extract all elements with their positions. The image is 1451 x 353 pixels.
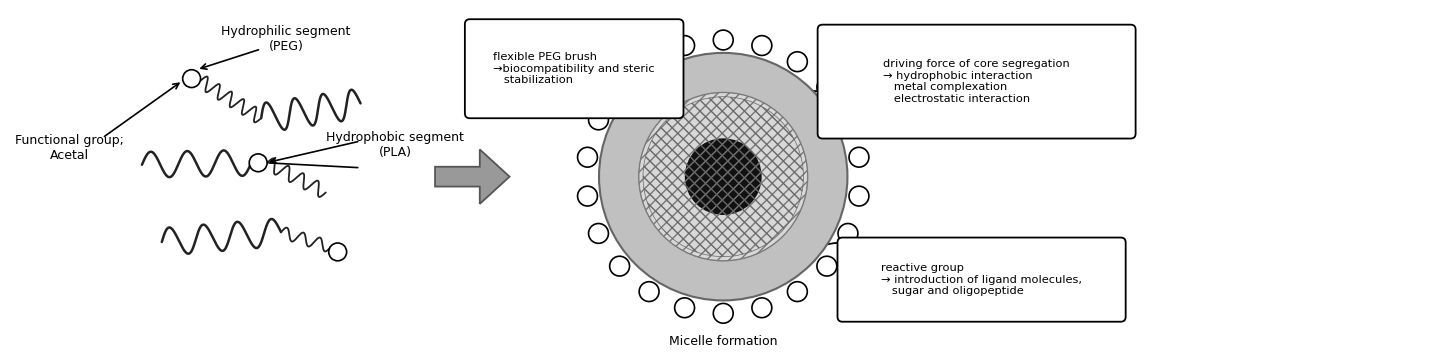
Circle shape [577, 186, 598, 206]
Text: flexible PEG brush
→biocompatibility and steric
   stabilization: flexible PEG brush →biocompatibility and… [493, 52, 654, 85]
FancyBboxPatch shape [837, 238, 1126, 322]
Ellipse shape [599, 53, 847, 300]
Circle shape [839, 110, 858, 130]
Circle shape [250, 154, 267, 172]
Polygon shape [435, 149, 509, 204]
Ellipse shape [638, 92, 808, 261]
Circle shape [714, 30, 733, 50]
Text: reactive group
→ introduction of ligand molecules,
   sugar and oligopeptide: reactive group → introduction of ligand … [881, 263, 1082, 296]
Circle shape [714, 303, 733, 323]
Circle shape [752, 36, 772, 55]
Ellipse shape [685, 139, 760, 214]
Circle shape [589, 223, 608, 243]
Circle shape [638, 282, 659, 301]
Text: Hydrophilic segment
(PEG): Hydrophilic segment (PEG) [222, 25, 351, 53]
Circle shape [817, 256, 837, 276]
Circle shape [609, 256, 630, 276]
Circle shape [589, 110, 608, 130]
Circle shape [788, 52, 807, 72]
FancyBboxPatch shape [817, 25, 1136, 138]
Circle shape [675, 298, 695, 318]
Circle shape [329, 243, 347, 261]
Text: Micelle formation: Micelle formation [669, 335, 778, 348]
Circle shape [609, 77, 630, 97]
Circle shape [752, 298, 772, 318]
Circle shape [638, 52, 659, 72]
Text: driving force of core segregation
→ hydrophobic interaction
   metal complexatio: driving force of core segregation → hydr… [884, 59, 1069, 104]
Circle shape [183, 70, 200, 88]
Circle shape [849, 186, 869, 206]
Circle shape [788, 282, 807, 301]
FancyBboxPatch shape [464, 19, 683, 118]
Circle shape [675, 36, 695, 55]
Circle shape [817, 77, 837, 97]
Circle shape [849, 147, 869, 167]
Circle shape [577, 147, 598, 167]
Circle shape [839, 223, 858, 243]
Text: Functional group;
Acetal: Functional group; Acetal [15, 134, 123, 162]
Text: Hydrophobic segment
(PLA): Hydrophobic segment (PLA) [326, 131, 464, 159]
